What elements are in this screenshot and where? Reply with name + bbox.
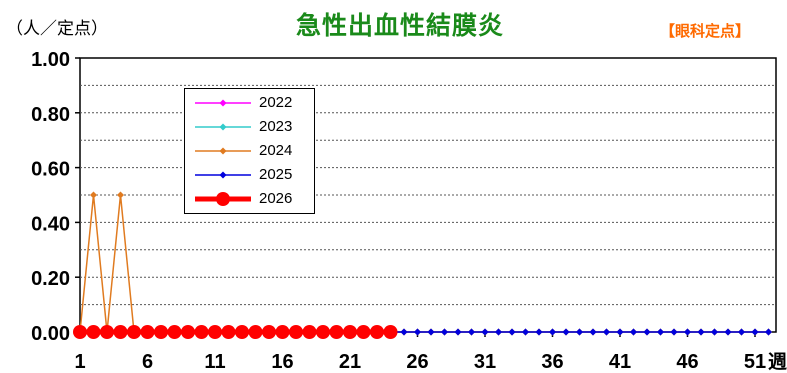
data-point-2025	[657, 328, 664, 336]
y-axis-ticks: 0.00 0.20 0.40 0.60 0.80 1.00	[31, 49, 80, 345]
data-point-2025	[670, 328, 678, 336]
legend-item-2022: 2022	[185, 91, 314, 115]
legend-swatch-2024	[195, 147, 251, 155]
data-point-2026	[248, 325, 263, 339]
chart-title: 急性出血性結膜炎	[296, 11, 505, 40]
data-point-2026	[356, 325, 371, 339]
legend-swatch-2026	[195, 192, 251, 206]
data-point-2025	[711, 328, 718, 336]
y-tick-label: 0.00	[31, 323, 70, 345]
legend-item-2023: 2023	[185, 115, 314, 139]
data-point-2025	[441, 328, 448, 336]
series-group	[73, 191, 772, 339]
x-tick-label: 1	[74, 351, 85, 373]
gridlines	[80, 84, 776, 306]
data-point-2026	[289, 325, 303, 339]
data-point-2025	[468, 328, 475, 336]
data-point-2024	[90, 191, 97, 199]
x-axis-label: 週	[768, 351, 787, 373]
x-tick-label: 21	[339, 351, 361, 373]
data-point-2025	[522, 328, 529, 336]
data-point-2026	[221, 325, 236, 339]
y-tick-label: 0.40	[31, 213, 70, 235]
legend-label: 2023	[259, 118, 293, 135]
x-tick-label: 41	[609, 351, 631, 373]
data-point-2026	[113, 325, 128, 339]
data-point-2026	[370, 325, 384, 339]
data-point-2025	[724, 328, 732, 336]
data-point-2025	[427, 328, 435, 336]
x-tick-label: 11	[204, 351, 225, 373]
x-tick-label: 6	[142, 351, 153, 373]
data-point-2025	[414, 328, 421, 336]
data-point-2026	[73, 325, 87, 339]
x-tick-label: 51	[744, 351, 766, 373]
legend: 2022 2023 2024 2025 2026	[184, 88, 315, 214]
data-point-2025	[508, 328, 516, 336]
y-tick-label: 0.20	[31, 268, 70, 290]
data-point-2026	[127, 325, 141, 339]
data-point-2025	[576, 328, 583, 336]
department-label: 【眼科定点】	[660, 22, 751, 40]
data-point-2026	[154, 325, 168, 339]
data-point-2026	[316, 325, 330, 339]
data-point-2026	[262, 325, 276, 339]
legend-swatch-2022	[195, 99, 251, 107]
data-point-2026	[208, 325, 222, 339]
y-tick-label: 0.80	[31, 104, 70, 126]
data-point-2025	[697, 328, 705, 336]
data-point-2025	[684, 328, 691, 336]
legend-swatch-2023	[195, 123, 251, 131]
data-point-2026	[275, 325, 290, 339]
data-point-2025	[738, 328, 745, 336]
data-point-2026	[235, 325, 249, 339]
data-point-2025	[630, 328, 637, 336]
data-point-2025	[751, 328, 759, 336]
data-point-2026	[181, 325, 195, 339]
legend-swatch-2025	[195, 171, 251, 179]
data-point-2026	[100, 325, 114, 339]
x-tick-label: 46	[676, 351, 698, 373]
legend-label: 2025	[259, 166, 293, 183]
data-point-2025	[495, 328, 502, 336]
x-tick-label: 16	[271, 351, 293, 373]
y-tick-label: 0.60	[31, 159, 70, 181]
data-point-2026	[167, 325, 182, 339]
data-point-2025	[643, 328, 651, 336]
data-point-2025	[549, 328, 556, 336]
y-tick-label: 1.00	[31, 49, 70, 71]
legend-item-2024: 2024	[185, 139, 314, 163]
data-point-2025	[454, 328, 462, 336]
legend-label: 2026	[259, 190, 293, 207]
legend-item-2025: 2025	[185, 163, 314, 187]
data-point-2026	[140, 325, 155, 339]
x-tick-label: 36	[541, 351, 563, 373]
data-point-2025	[589, 328, 597, 336]
data-point-2026	[302, 325, 317, 339]
data-point-2025	[535, 328, 543, 336]
legend-item-2026: 2026	[185, 187, 314, 211]
data-point-2025	[765, 328, 772, 336]
legend-label: 2022	[259, 94, 293, 111]
data-point-2026	[343, 325, 357, 339]
legend-label: 2024	[259, 142, 293, 159]
x-tick-label: 31	[474, 351, 496, 373]
x-axis-ticks: 1 6 11 16 21 26 31 36 41 46 51	[74, 332, 766, 373]
data-point-2025	[616, 328, 624, 336]
data-point-2026	[194, 325, 209, 339]
data-point-2025	[603, 328, 610, 336]
data-point-2025	[562, 328, 570, 336]
data-point-2025	[481, 328, 489, 336]
data-point-2026	[383, 325, 398, 339]
data-point-2025	[400, 328, 408, 336]
data-point-2026	[86, 325, 101, 339]
x-tick-label: 26	[406, 351, 428, 373]
data-point-2024	[117, 191, 124, 199]
y-axis-unit-label: （人／定点）	[6, 19, 108, 39]
data-point-2026	[329, 325, 344, 339]
